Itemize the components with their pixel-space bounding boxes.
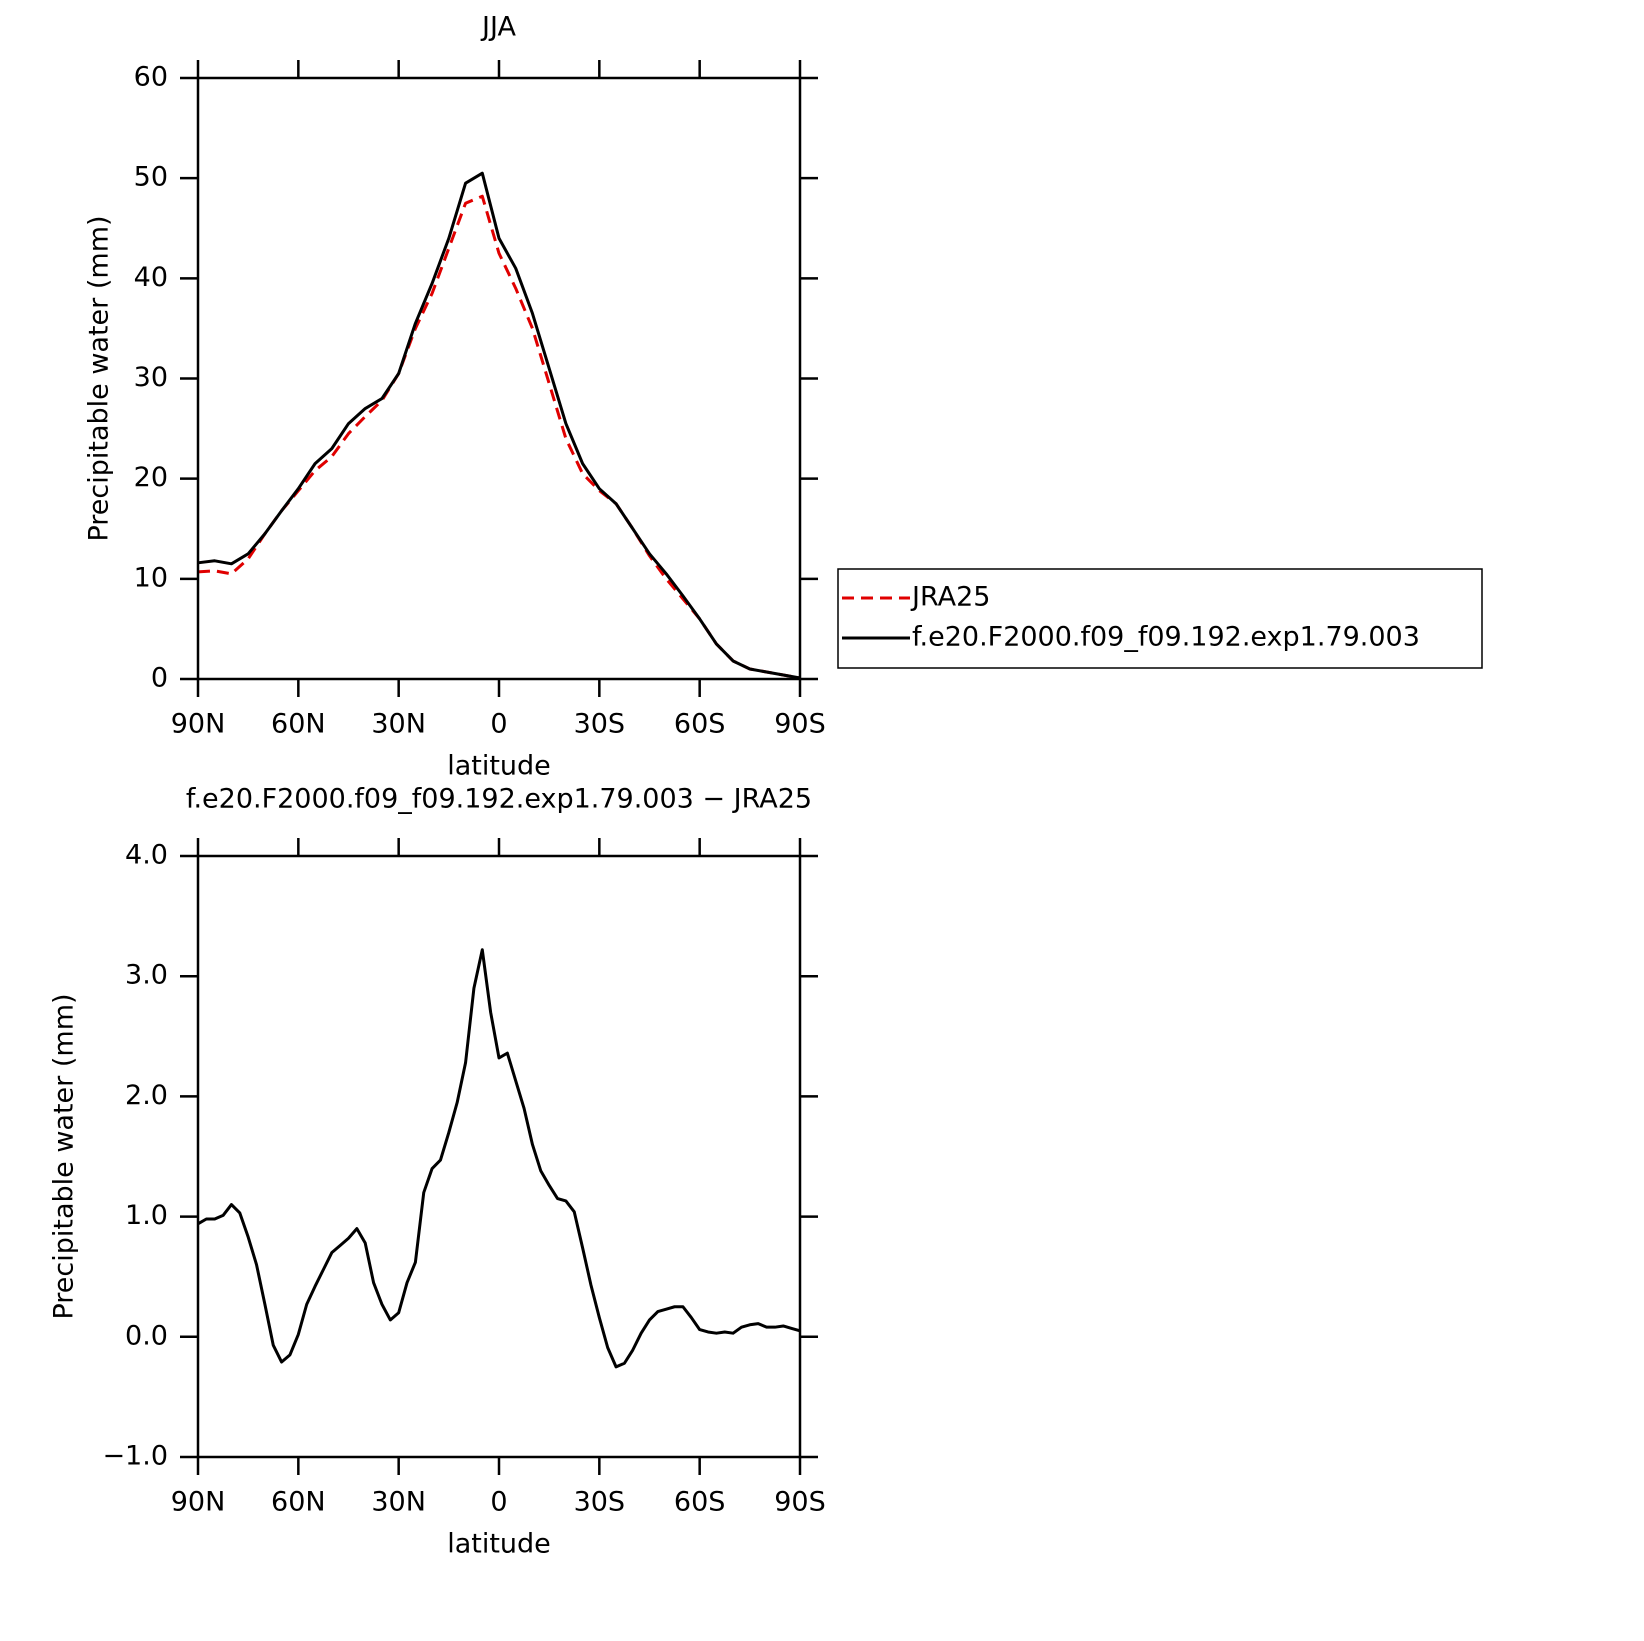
x-tick-label: 60S [674,1487,726,1518]
y-axis-label: Precipitable water (mm) [49,993,80,1319]
y-tick-label: 50 [134,162,168,193]
y-tick-label: 4.0 [125,840,168,871]
y-tick-label: 20 [134,462,168,493]
chart-title: JJA [480,12,516,43]
y-tick-label: 30 [134,362,168,393]
chart-title: f.e20.F2000.f09_f09.192.exp1.79.003 − JR… [186,784,812,815]
legend-label: f.e20.F2000.f09_f09.192.exp1.79.003 [912,622,1420,653]
x-tick-label: 90S [774,709,826,740]
x-tick-label: 0 [490,709,507,740]
y-tick-label: 60 [134,62,168,93]
x-tick-label: 90S [774,1487,826,1518]
x-tick-label: 90N [171,1487,226,1518]
x-axis-label: latitude [447,751,551,782]
x-axis-label: latitude [447,1529,551,1560]
legend-label: JRA25 [910,582,990,613]
y-tick-label: 3.0 [125,960,168,991]
x-tick-label: 60S [674,709,726,740]
data-line [197,948,801,1369]
y-tick-label: 1.0 [125,1200,168,1231]
x-tick-label: 30N [371,709,426,740]
x-tick-label: 90N [171,709,226,740]
y-tick-label: 0 [151,663,168,694]
y-tick-label: 40 [134,262,168,293]
x-tick-label: 30S [574,1487,626,1518]
x-tick-label: 60N [271,1487,326,1518]
y-axis-label: Precipitable water (mm) [84,215,115,541]
plot-frame [196,76,802,681]
x-tick-label: 60N [271,709,326,740]
y-tick-label: −1.0 [102,1441,168,1472]
x-tick-label: 30N [371,1487,426,1518]
plot-frame [196,854,802,1459]
data-line [197,171,801,680]
x-tick-label: 0 [490,1487,507,1518]
legend-box [837,568,1483,669]
x-tick-label: 30S [574,709,626,740]
y-tick-label: 0.0 [125,1320,168,1351]
data-line [197,194,801,680]
y-tick-label: 10 [134,562,168,593]
y-tick-label: 2.0 [125,1080,168,1111]
